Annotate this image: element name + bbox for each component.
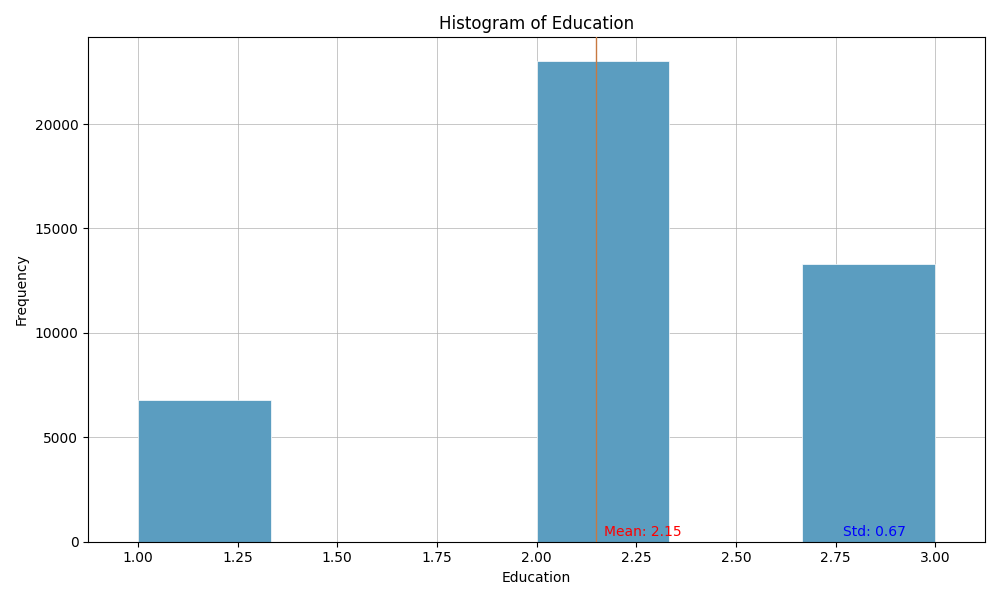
Bar (138, 400, 271, 542)
Title: Histogram of Education: Histogram of Education (439, 15, 634, 33)
Bar (802, 264, 935, 542)
Text: Mean: 2.15: Mean: 2.15 (604, 524, 682, 539)
Bar (537, 61, 669, 542)
X-axis label: Education: Education (502, 571, 571, 585)
Text: Std: 0.67: Std: 0.67 (843, 524, 906, 539)
Y-axis label: Frequency: Frequency (15, 254, 29, 325)
